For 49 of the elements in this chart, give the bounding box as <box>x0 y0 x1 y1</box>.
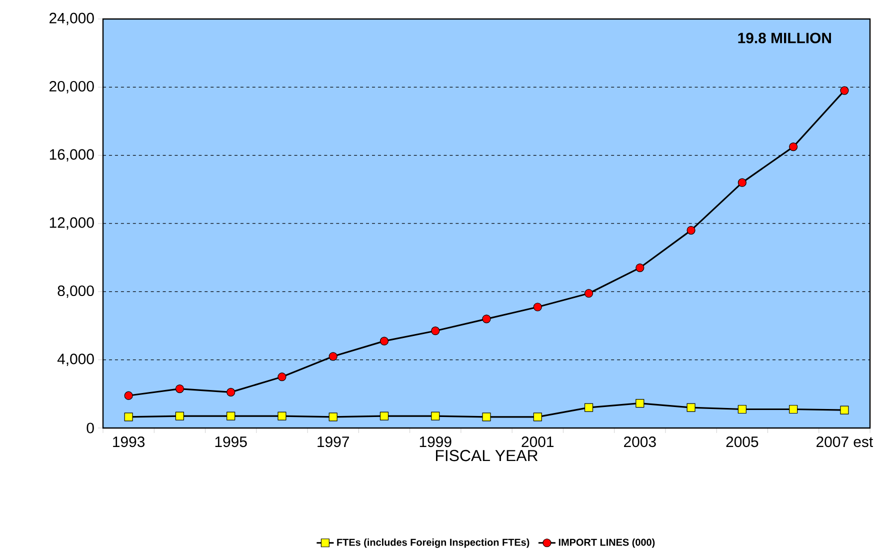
y-tick-label: 12,000 <box>50 217 94 230</box>
point <box>686 226 696 235</box>
x-tick-label: 1997 <box>318 436 349 448</box>
legend-label: FTEs (includes Foreign Inspection FTEs) <box>337 538 530 548</box>
y-tick-label: 0 <box>86 422 94 434</box>
point <box>738 178 746 187</box>
point <box>328 352 338 361</box>
y-tick-label: 16,000 <box>50 149 94 162</box>
point <box>380 336 389 346</box>
point <box>840 406 849 414</box>
point <box>278 372 286 382</box>
point <box>686 403 696 412</box>
point <box>533 412 542 422</box>
point <box>175 384 184 394</box>
point <box>840 86 849 95</box>
point <box>124 391 133 400</box>
point <box>226 388 236 396</box>
y-tick-label: 8,000 <box>58 285 94 298</box>
x-tick-label: 2003 <box>624 436 656 448</box>
point <box>226 412 236 420</box>
x-tick-label: 2007 est <box>816 436 873 448</box>
y-tick-label: 4,000 <box>57 354 94 366</box>
point <box>636 398 644 408</box>
x-tick-label: 1999 <box>420 436 452 448</box>
point <box>482 412 491 422</box>
point <box>124 412 133 422</box>
point <box>789 142 798 152</box>
point <box>636 263 644 272</box>
x-tick-label: 2001 <box>522 436 554 448</box>
point <box>482 314 491 324</box>
point <box>584 289 594 298</box>
x-tick-label: 2005 <box>726 436 758 448</box>
x-axis-title: FISCAL YEAR <box>436 450 538 462</box>
point <box>328 412 338 422</box>
y-tick-label: 24,000 <box>50 12 94 26</box>
x-tick-label: 1995 <box>215 436 247 448</box>
annotation: 19.8 MILLION <box>738 32 831 44</box>
point <box>533 302 542 312</box>
point <box>789 404 798 414</box>
x-tick-label: 1993 <box>113 436 145 448</box>
point <box>431 326 440 336</box>
point <box>380 412 389 420</box>
legend-label: IMPORT LINES (000) <box>558 538 655 548</box>
point <box>738 404 746 414</box>
point <box>431 412 440 420</box>
point <box>278 412 286 420</box>
y-tick-label: 20,000 <box>50 80 94 94</box>
point <box>584 403 594 412</box>
point <box>175 412 184 420</box>
